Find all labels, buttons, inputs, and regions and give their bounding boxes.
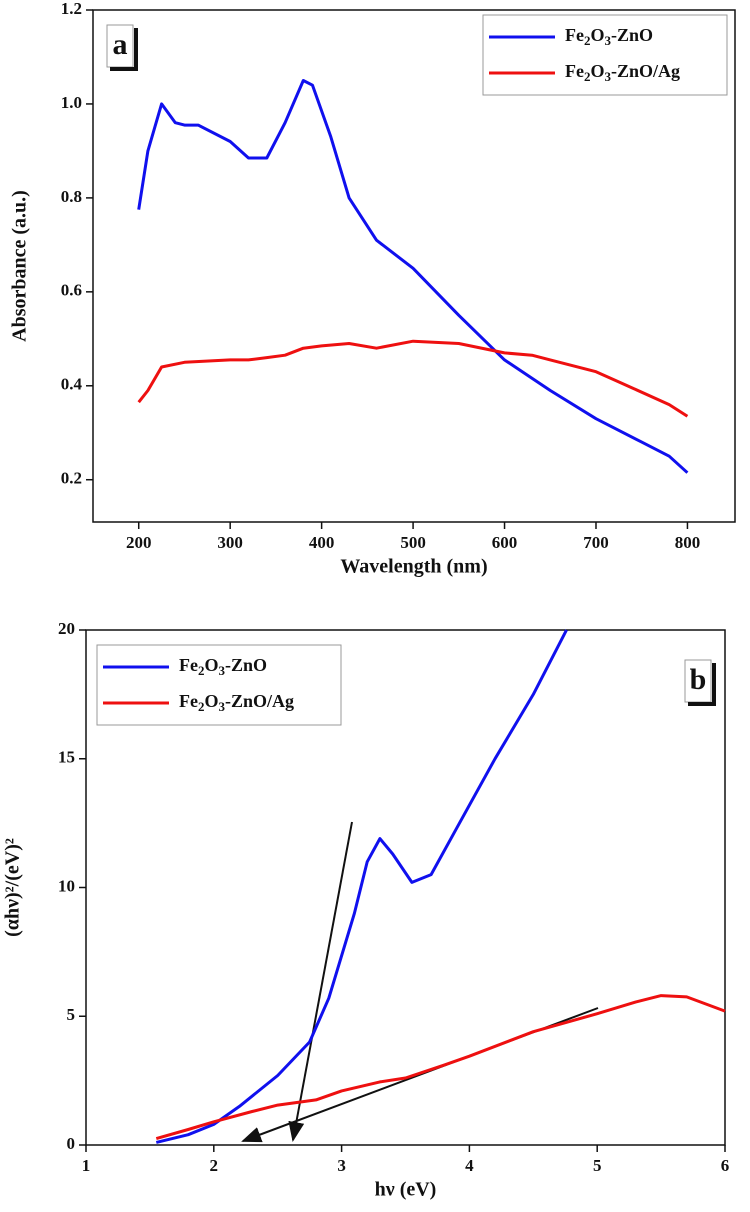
- legend-label: Fe2O3-ZnO/Ag: [565, 61, 680, 84]
- plot-frame: [92, 9, 736, 523]
- x-tick-label: 1: [82, 1156, 91, 1175]
- panel-label-shadow: [110, 28, 138, 71]
- y-tick-label: 20: [58, 619, 75, 638]
- x-tick-label: 500: [400, 533, 426, 552]
- panel-label-shadow: [688, 663, 716, 706]
- legend-box: [482, 14, 728, 96]
- x-axis-label: hν (eV): [375, 1179, 437, 1201]
- y-tick-label: 0.2: [61, 469, 82, 488]
- data-line: [137, 79, 689, 474]
- x-tick-label: 2: [210, 1156, 219, 1175]
- x-tick-label: 5: [593, 1156, 602, 1175]
- x-tick-label: 200: [126, 533, 152, 552]
- x-tick-label: 6: [721, 1156, 730, 1175]
- y-tick-label: 0.4: [61, 375, 83, 394]
- legend-label: Fe2O3-ZnO: [179, 655, 267, 678]
- data-line: [137, 339, 689, 418]
- tangent-arrow: [288, 821, 353, 1142]
- y-axis-label: Absorbance (a.u.): [9, 190, 31, 342]
- legend-label: Fe2O3-ZnO/Ag: [179, 691, 294, 714]
- panel-label: b: [690, 663, 707, 696]
- y-tick-label: 1.0: [61, 93, 82, 112]
- data-line: [155, 994, 726, 1141]
- y-tick-label: 5: [67, 1005, 76, 1024]
- y-tick-label: 0.8: [61, 187, 82, 206]
- y-tick-label: 10: [58, 876, 75, 895]
- x-tick-label: 3: [337, 1156, 346, 1175]
- data-line: [155, 629, 568, 1144]
- y-tick-label: 15: [58, 748, 75, 767]
- panel-label: a: [113, 28, 128, 61]
- x-tick-label: 400: [309, 533, 335, 552]
- y-tick-label: 1.2: [61, 0, 82, 18]
- x-tick-label: 600: [492, 533, 518, 552]
- x-tick-label: 4: [465, 1156, 474, 1175]
- y-tick-label: 0: [67, 1134, 76, 1153]
- legend-label: Fe2O3-ZnO: [565, 25, 653, 48]
- panel-label-box: [106, 24, 134, 68]
- panel-label-box: [684, 659, 712, 703]
- x-tick-label: 700: [583, 533, 609, 552]
- y-axis-label: (αhν)²/(eV)²: [2, 838, 24, 937]
- legend-box: [96, 644, 342, 726]
- x-tick-label: 800: [675, 533, 701, 552]
- y-tick-label: 0.6: [61, 281, 82, 300]
- x-axis-label: Wavelength (nm): [340, 556, 487, 578]
- x-tick-label: 300: [217, 533, 243, 552]
